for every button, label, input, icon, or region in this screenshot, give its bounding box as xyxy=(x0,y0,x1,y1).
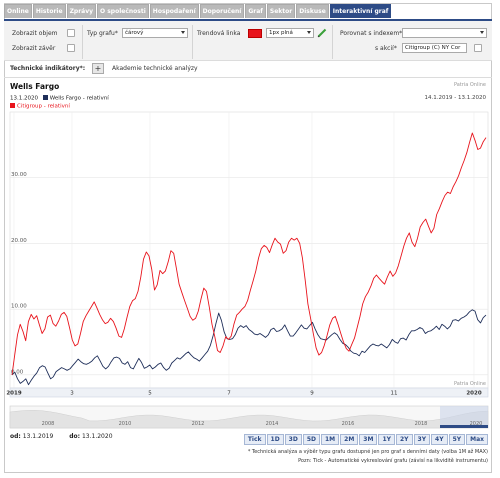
tab-interaktivni-graf[interactable]: Interaktivní graf xyxy=(329,4,392,18)
legend-label-citi: Citigroup - relativní xyxy=(17,103,70,110)
compare-stock-input[interactable]: Citigroup (C) NY Cor xyxy=(402,43,467,53)
trend-line-label: Trendová linka xyxy=(197,30,241,37)
chart-title: Wells Fargo xyxy=(10,82,60,91)
range-inputs: od: 13.1.2019 do: 13.1.2020 xyxy=(10,433,113,440)
from-input[interactable]: 13.1.2019 xyxy=(22,433,54,440)
compare-stock-checkbox[interactable] xyxy=(474,44,482,52)
tab-sektor[interactable]: Sektor xyxy=(266,4,296,18)
tab-bar: Online Historie Zprávy O společnosti Hos… xyxy=(4,4,392,18)
tab-doporuceni[interactable]: Doporučení xyxy=(199,4,245,18)
divider xyxy=(192,25,193,59)
trend-line-color-swatch[interactable] xyxy=(248,29,262,38)
legend-wfc: 13.1.2020 Wells Fargo - relativní xyxy=(10,95,109,102)
zoom-5y-button[interactable]: 5Y xyxy=(448,434,466,445)
divider xyxy=(4,77,492,78)
zoom-3d-button[interactable]: 3D xyxy=(284,434,302,445)
zoom-1d-button[interactable]: 1D xyxy=(266,434,284,445)
compare-index-select[interactable] xyxy=(402,28,487,38)
zoom-1m-button[interactable]: 1M xyxy=(320,434,340,445)
chart-type-select[interactable]: čárový xyxy=(122,28,188,38)
chevron-down-icon xyxy=(480,31,484,34)
compare-index-label: Porovnat s indexem* xyxy=(340,30,403,37)
to-input[interactable]: 13.1.2020 xyxy=(81,433,113,440)
trend-line-width-value: 1px plná xyxy=(269,30,293,36)
technical-indicators-row: Technické indikátory*: + Akademie techni… xyxy=(4,62,492,76)
show-volume-label: Zobrazit objem xyxy=(12,30,58,37)
chart-source-bottom: Patria Online xyxy=(453,381,486,387)
pencil-icon[interactable] xyxy=(317,28,327,38)
tab-diskuse[interactable]: Diskuse xyxy=(296,4,329,18)
zoom-2y-button[interactable]: 2Y xyxy=(395,434,413,445)
chart-type-label: Typ grafu* xyxy=(87,30,118,37)
show-close-label: Zobrazit závěr xyxy=(12,45,56,52)
zoom-4y-button[interactable]: 4Y xyxy=(431,434,448,445)
zoom-3y-button[interactable]: 3Y xyxy=(413,434,431,445)
chart-source: Patria Online xyxy=(453,82,486,88)
compare-stock-value: Citigroup (C) NY Cor xyxy=(405,45,461,51)
tab-historie[interactable]: Historie xyxy=(32,4,66,18)
tab-zpravy[interactable]: Zprávy xyxy=(66,4,97,18)
legend-label-wfc: Wells Fargo - relativní xyxy=(49,95,109,102)
legend-date: 13.1.2020 xyxy=(10,95,38,102)
trend-line-width-select[interactable]: 1px plná xyxy=(266,28,314,38)
divider xyxy=(332,25,333,59)
show-volume-checkbox[interactable] xyxy=(67,29,75,37)
academy-link[interactable]: Akademie technické analýzy xyxy=(112,65,198,72)
note-technical: * Technická analýza a výběr typu grafu d… xyxy=(247,449,488,455)
note-tick: Pozn: Tick - Automatické vykreslování gr… xyxy=(298,458,488,464)
legend-swatch-citi xyxy=(10,103,15,108)
legend-swatch-wfc xyxy=(42,95,48,100)
tab-online[interactable]: Online xyxy=(4,4,32,18)
tab-hospodareni[interactable]: Hospodaření xyxy=(149,4,199,18)
legend-citi: Citigroup - relativní xyxy=(10,103,70,110)
chevron-down-icon xyxy=(181,31,185,34)
zoom-3m-button[interactable]: 3M xyxy=(359,434,378,445)
divider xyxy=(82,25,83,59)
zoom-5d-button[interactable]: 5D xyxy=(302,434,320,445)
chevron-down-icon xyxy=(307,31,311,34)
tab-o-spolecnosti[interactable]: O společnosti xyxy=(97,4,149,18)
zoom-buttons: Tick 1D 3D 5D 1M 2M 3M 1Y 2Y 3Y 4Y 5Y Ma… xyxy=(243,434,488,445)
zoom-1y-button[interactable]: 1Y xyxy=(378,434,395,445)
from-label: od: xyxy=(10,433,21,440)
show-close-checkbox[interactable] xyxy=(67,44,75,52)
add-indicator-button[interactable]: + xyxy=(92,63,104,74)
chart-type-value: čárový xyxy=(125,30,144,36)
compare-stock-label: s akcií* xyxy=(375,45,397,52)
to-label: do: xyxy=(69,433,81,440)
zoom-tick-button[interactable]: Tick xyxy=(243,434,266,445)
date-range: 14.1.2019 - 13.1.2020 xyxy=(424,95,486,101)
tab-graf[interactable]: Graf xyxy=(245,4,266,18)
chart-controls: Zobrazit objem Zobrazit závěr Typ grafu*… xyxy=(4,19,492,61)
zoom-2m-button[interactable]: 2M xyxy=(340,434,359,445)
technical-indicators-label: Technické indikátory*: xyxy=(10,65,86,72)
zoom-max-button[interactable]: Max xyxy=(466,434,488,445)
